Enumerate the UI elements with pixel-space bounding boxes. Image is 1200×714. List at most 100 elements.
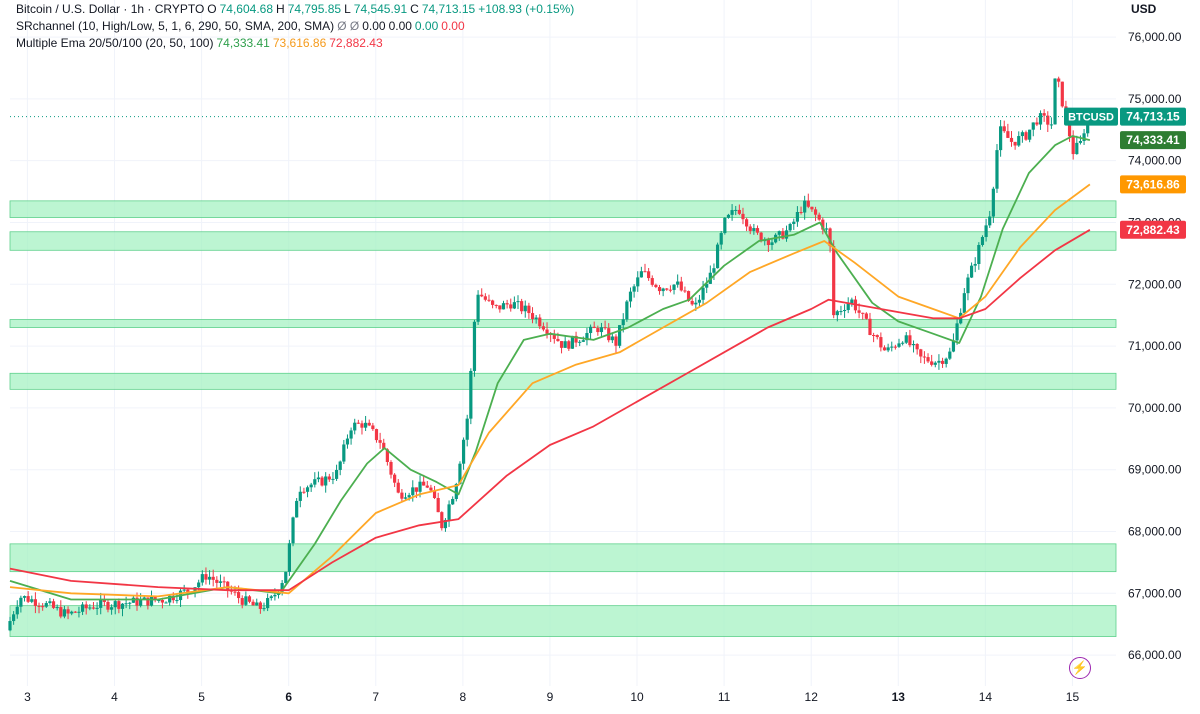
candle-body <box>795 212 800 222</box>
candle-body <box>84 604 88 609</box>
candle-body <box>832 246 836 316</box>
candle-body <box>55 607 59 609</box>
candle-body <box>541 326 546 330</box>
candle-body <box>255 602 259 606</box>
candle-body <box>316 477 321 480</box>
sr-zone <box>9 605 1117 637</box>
candle-body <box>712 268 716 273</box>
symbol-row: Bitcoin / U.S. Dollar · 1h · CRYPTO O 74,… <box>16 0 577 17</box>
candle-body <box>567 341 571 349</box>
candle-body <box>581 340 585 342</box>
candle-body <box>781 231 785 239</box>
candle-body <box>828 228 832 247</box>
candle-body <box>686 291 691 301</box>
candle-body <box>868 318 872 336</box>
candle-body <box>538 317 542 327</box>
candle-body <box>730 210 734 215</box>
candle-body <box>897 343 901 347</box>
candle-body <box>22 596 27 598</box>
candle-body <box>654 284 658 288</box>
candle-body <box>324 476 328 486</box>
x-tick-label: 14 <box>979 690 993 704</box>
candle-body <box>618 325 622 346</box>
candle-body <box>1006 131 1010 138</box>
candle-body <box>262 608 266 610</box>
ema-name[interactable]: Multiple Ema 20/50/100 (20, 50, 100) <box>16 35 214 50</box>
candle-body <box>345 438 350 445</box>
candle-body <box>991 188 995 217</box>
ema20-line <box>9 135 1091 601</box>
candle-body <box>1049 124 1054 126</box>
x-tick-label: 10 <box>630 690 644 704</box>
candle-body <box>955 323 959 341</box>
candle-body <box>520 301 524 312</box>
candle-body <box>803 200 807 213</box>
candle-body <box>211 576 215 580</box>
candle-body <box>948 351 952 359</box>
candle-body <box>396 482 400 493</box>
candle-body <box>422 481 426 486</box>
candle-body <box>432 490 437 499</box>
candle-body <box>1035 122 1039 125</box>
candle-body <box>12 614 16 622</box>
candle-body <box>382 442 386 450</box>
candle-body <box>752 228 756 231</box>
candle-body <box>418 481 422 492</box>
candle-body <box>1078 140 1083 143</box>
candle-body <box>182 589 186 591</box>
candle-body <box>309 484 313 488</box>
candle-body <box>30 599 34 602</box>
lightning-icon[interactable]: ⚡ <box>1069 657 1091 679</box>
candle-body <box>469 370 473 419</box>
candle-body <box>73 611 77 613</box>
candle-body <box>1042 113 1046 116</box>
candle-body <box>1038 113 1043 125</box>
candle-body <box>901 342 905 344</box>
y-tick-label: 74,000.00 <box>1128 154 1182 168</box>
candle-body <box>516 301 520 303</box>
candle-body <box>175 600 179 602</box>
candle-body <box>59 607 63 617</box>
candle-body <box>984 225 988 238</box>
candle-body <box>128 602 132 604</box>
candle-body <box>933 362 937 365</box>
candle-body <box>494 304 498 306</box>
candle-body <box>385 449 389 462</box>
candle-body <box>480 294 484 297</box>
candle-body <box>839 311 843 313</box>
low-value: 74,545.91 <box>353 1 408 16</box>
candle-body <box>919 349 923 357</box>
candle-body <box>904 335 908 343</box>
candle-body <box>715 244 720 269</box>
candle-body <box>890 346 894 348</box>
candle-body <box>625 301 629 320</box>
candle-body <box>745 219 749 227</box>
candle-body <box>969 265 974 278</box>
y-tick-label: 75,000.00 <box>1128 92 1182 106</box>
high-label: H <box>276 1 285 16</box>
currency-label[interactable]: USD <box>1131 2 1157 16</box>
candle-body <box>719 233 723 245</box>
candle-body <box>349 430 353 439</box>
srchannel-row: SRchannel (10, High/Low, 5, 1, 6, 290, 5… <box>16 17 577 34</box>
candle-body <box>41 606 45 608</box>
candle-body <box>364 422 368 428</box>
candle-body <box>240 598 244 605</box>
candle-body <box>135 597 139 606</box>
candle-body <box>8 621 12 631</box>
candle-body <box>988 216 992 226</box>
candle-body <box>244 596 248 605</box>
symbol-title[interactable]: Bitcoin / U.S. Dollar · 1h · CRYPTO <box>16 1 205 16</box>
candle-body <box>962 293 966 313</box>
candle-body <box>258 602 262 609</box>
candle-body <box>342 444 346 462</box>
candle-body <box>207 576 212 580</box>
srchannel-name[interactable]: SRchannel (10, High/Low, 5, 1, 6, 290, 5… <box>16 18 335 33</box>
price-tag <box>1120 107 1186 126</box>
candle-body <box>523 305 527 312</box>
candle-body <box>1071 136 1075 155</box>
candle-body <box>113 601 117 608</box>
candle-body <box>1053 78 1057 125</box>
candle-body <box>77 611 81 613</box>
